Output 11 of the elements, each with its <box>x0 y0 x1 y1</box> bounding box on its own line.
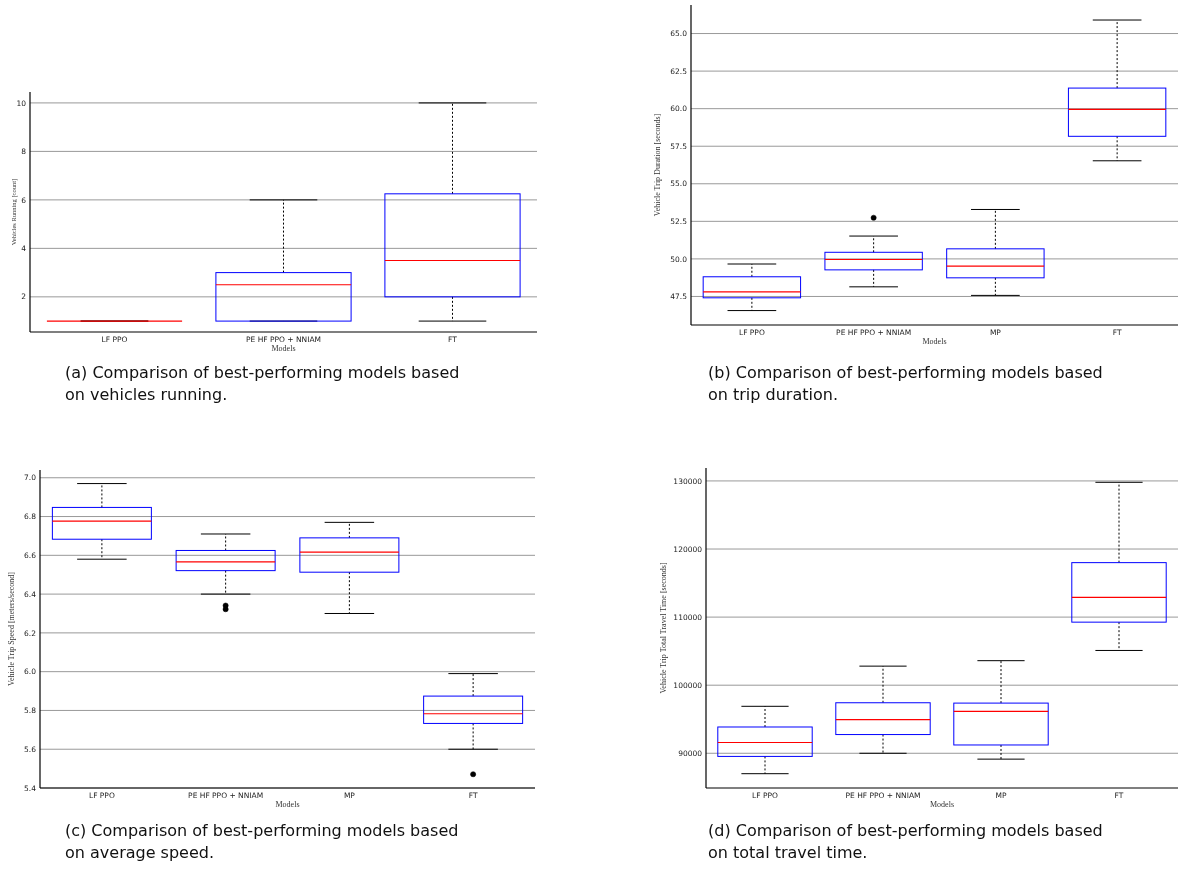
x-axis-title: Models <box>922 337 947 346</box>
y-axis-title: Vehicle Trip Duration [seconds] <box>653 113 663 217</box>
text: (a) Comparison of best-performing models based on vehicles running. <box>65 363 460 404</box>
x-axis-title: Models <box>930 800 954 809</box>
text: (b) Comparison of best-performing models based on trip duration. <box>708 363 1103 404</box>
y-axis-title: Vehicle Trip Total Travel Time [seconds] <box>658 562 668 694</box>
x-axis-title: Models <box>275 800 300 809</box>
x-axis-title: Models <box>271 344 296 353</box>
text: (d) Comparison of best-performing models based on total travel time. <box>708 821 1103 862</box>
text: (c) Comparison of best-performing models based on average speed. <box>65 821 459 862</box>
y-axis-title: Vehicle Trip Speed [meters/second] <box>6 571 16 686</box>
